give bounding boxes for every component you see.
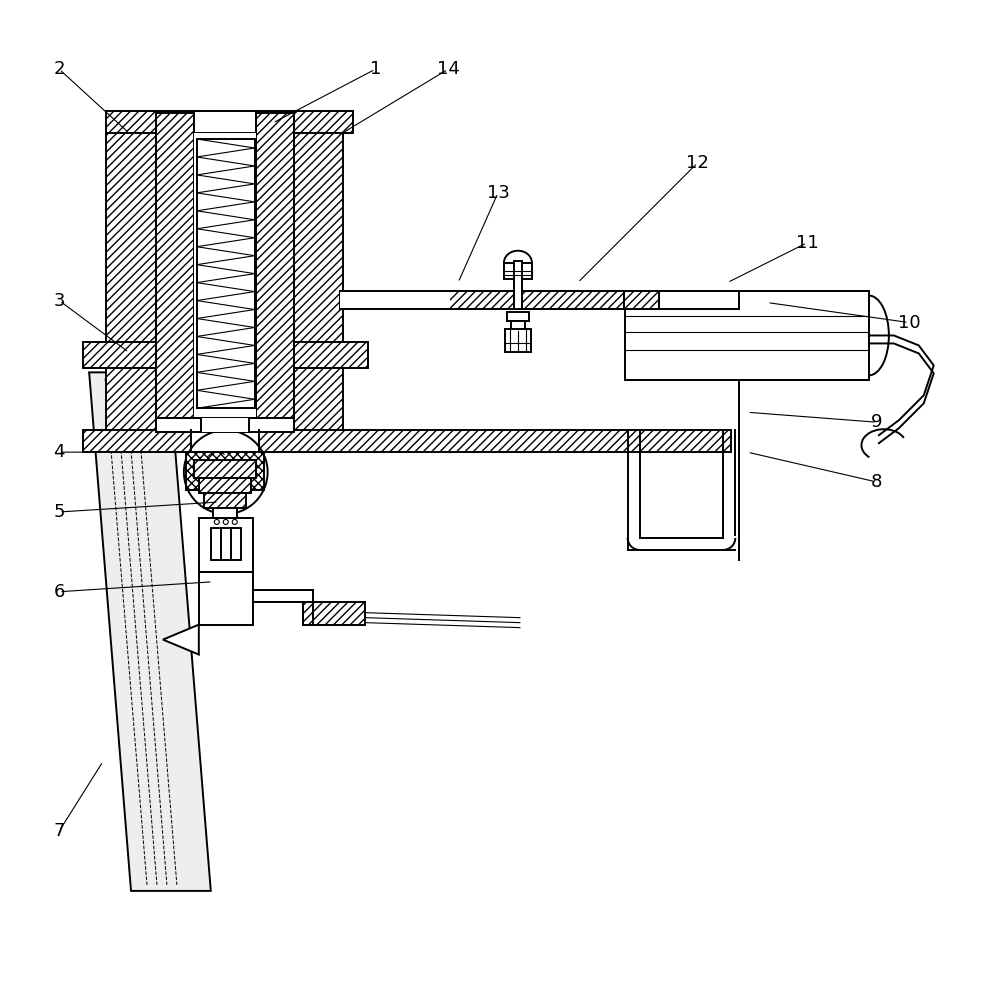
Bar — [106, 111, 354, 133]
Bar — [193, 111, 255, 133]
Text: 11: 11 — [795, 234, 818, 252]
Bar — [505, 329, 531, 352]
Text: 9: 9 — [871, 413, 883, 431]
Text: 13: 13 — [486, 184, 510, 202]
Bar — [193, 133, 255, 418]
Bar — [294, 133, 344, 452]
Bar — [507, 312, 529, 321]
Bar — [341, 291, 739, 309]
Polygon shape — [89, 372, 211, 891]
Bar — [624, 291, 659, 309]
Polygon shape — [163, 625, 198, 655]
Text: 6: 6 — [54, 583, 65, 601]
Circle shape — [223, 519, 228, 524]
Bar — [191, 430, 258, 452]
Bar — [156, 113, 193, 418]
Text: 5: 5 — [53, 503, 65, 521]
Bar — [255, 113, 294, 418]
Bar — [213, 490, 237, 555]
Bar — [193, 460, 255, 478]
Circle shape — [184, 430, 268, 514]
Bar — [514, 261, 521, 309]
Bar — [198, 518, 252, 572]
Text: 12: 12 — [686, 154, 709, 172]
Bar — [294, 342, 368, 368]
Text: 2: 2 — [53, 60, 65, 78]
Bar — [201, 418, 248, 432]
Bar — [504, 263, 532, 279]
Bar — [204, 493, 246, 508]
Bar — [341, 291, 450, 309]
Polygon shape — [302, 602, 365, 625]
Bar — [511, 321, 525, 329]
Text: 8: 8 — [871, 473, 883, 491]
Bar — [83, 430, 732, 452]
Text: 7: 7 — [53, 822, 65, 840]
Circle shape — [232, 519, 238, 524]
Bar — [624, 291, 659, 309]
Text: 3: 3 — [53, 292, 65, 310]
Text: 10: 10 — [898, 314, 920, 332]
Text: 14: 14 — [437, 60, 460, 78]
Bar — [198, 478, 250, 493]
Bar — [83, 342, 158, 368]
Bar — [156, 418, 294, 432]
Text: 1: 1 — [369, 60, 381, 78]
Circle shape — [214, 519, 219, 524]
Bar — [211, 528, 241, 560]
Bar — [198, 572, 252, 625]
Bar — [106, 133, 156, 452]
Polygon shape — [186, 452, 263, 490]
Polygon shape — [625, 291, 869, 380]
Text: 4: 4 — [53, 443, 65, 461]
